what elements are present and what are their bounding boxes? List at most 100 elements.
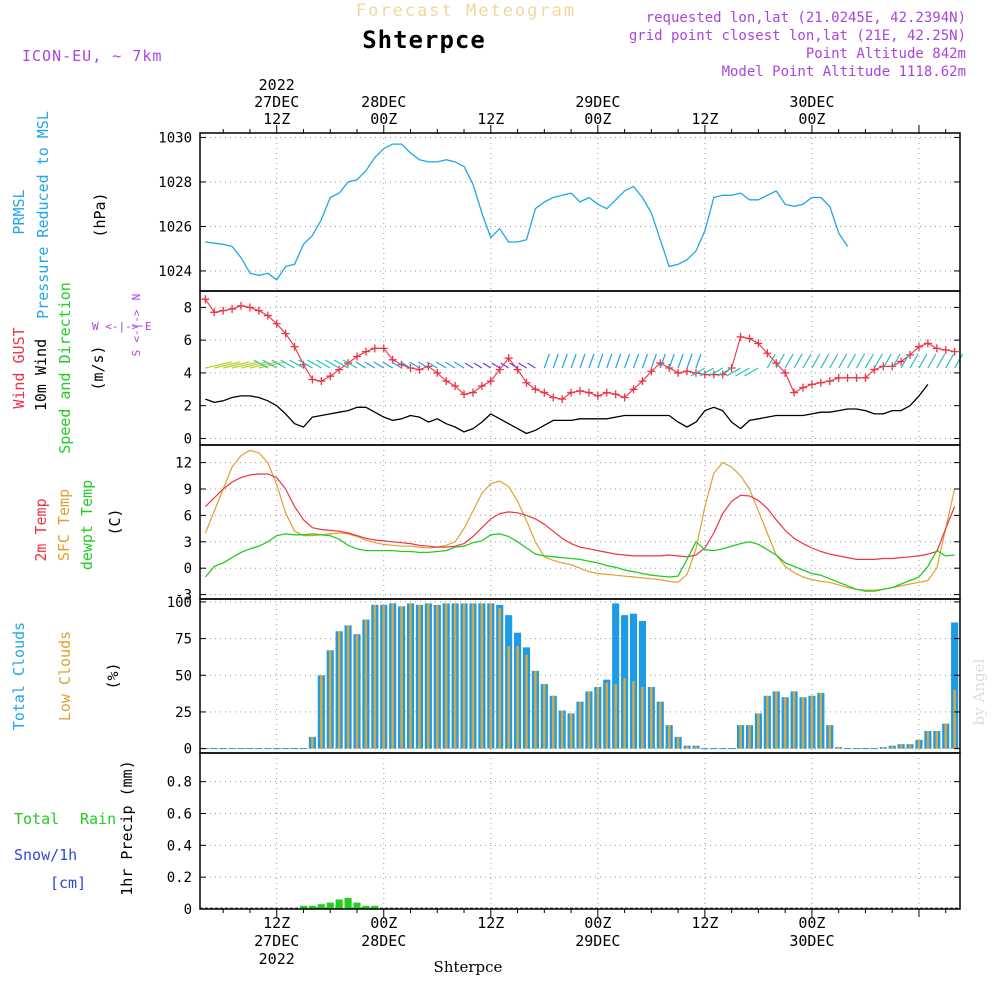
wind-direction-arrow: [473, 362, 483, 369]
gust-point: [219, 306, 228, 315]
low-cloud-bar: [543, 684, 546, 749]
y-tick-label: 4: [184, 366, 192, 382]
gust-point: [308, 375, 317, 384]
low-cloud-bar: [926, 731, 930, 749]
low-cloud-bar: [311, 736, 314, 749]
wind-direction-arrow: [927, 353, 937, 369]
wind-direction-arrow: [597, 353, 604, 369]
gust-line: [204, 298, 955, 400]
wind-direction-arrow: [373, 361, 385, 369]
wind-direction-arrow: [444, 361, 456, 369]
low-cloud-bar: [837, 747, 840, 749]
y-tick-label: 6: [184, 333, 192, 349]
low-cloud-bar: [373, 604, 377, 749]
gust-point: [906, 350, 915, 359]
low-cloud-bar: [435, 604, 439, 749]
gust-point: [861, 373, 870, 382]
precip-label-rain: Rain: [80, 810, 116, 828]
gust-point: [504, 354, 513, 363]
precip-unit: 1hr Precip (mm): [118, 760, 136, 895]
pressure-label-prmsl: PRMSL: [10, 189, 28, 234]
x-tick-label-top: 30DEC: [789, 93, 834, 111]
panel-frames: [199, 132, 961, 910]
wind-direction-arrow: [355, 361, 367, 369]
wind-direction-arrow: [847, 353, 857, 369]
wind-direction-arrow: [253, 359, 269, 369]
y-tick-label: 8: [184, 300, 192, 316]
pressure-line: [205, 143, 849, 281]
low-cloud-bar: [498, 607, 502, 749]
low-cloud-bar: [650, 687, 653, 749]
total-cloud-bar: [638, 621, 647, 749]
gust-point: [433, 368, 442, 377]
low-cloud-bar: [685, 745, 689, 749]
wind-label-10m: 10m Wind: [32, 339, 50, 411]
gust-point: [674, 368, 683, 377]
grid-layer: [200, 133, 960, 910]
rain-bar: [317, 904, 325, 909]
wind-direction-arrow: [864, 353, 874, 369]
wind-direction-arrow: [342, 359, 358, 369]
gust-point: [816, 378, 825, 387]
low-cloud-bar: [471, 603, 475, 749]
gust-point: [593, 391, 602, 400]
wind-direction-arrow: [391, 361, 402, 369]
temp-panel-labels: 2m Temp SFC Temp dewpt Temp (C): [32, 480, 124, 570]
gust-point: [451, 382, 460, 391]
y-tick-label: 0: [184, 902, 192, 918]
wind-direction-arrow: [298, 359, 313, 369]
wind-direction-arrow: [650, 353, 657, 369]
total-cloud-bar: [612, 603, 620, 749]
wind-direction-arrow: [784, 353, 794, 369]
y-tick-label: 0: [184, 561, 192, 577]
wind-direction-arrow: [579, 353, 586, 369]
gust-point: [522, 378, 531, 387]
wind-direction-arrow: [280, 359, 295, 369]
low-cloud-bar: [418, 604, 421, 749]
gust-point: [567, 388, 576, 397]
gust-point: [602, 388, 611, 397]
low-cloud-bar: [819, 692, 823, 749]
gust-point: [370, 344, 379, 353]
wind-direction-arrow: [453, 361, 465, 369]
wind-direction-arrow: [333, 359, 349, 369]
low-cloud-bar: [676, 736, 680, 749]
bottom-title: Shterpce: [434, 958, 503, 976]
wind-direction-arrow: [382, 361, 393, 369]
wind-direction-arrow: [231, 361, 259, 369]
x-tick-label-top: 12Z: [263, 110, 290, 128]
gust-point: [468, 388, 477, 397]
low-cloud-bar: [400, 606, 403, 749]
wind-direction-arrow: [695, 353, 702, 369]
wind-direction-arrow: [775, 353, 785, 369]
x-tick-label-top: 2022: [259, 76, 295, 94]
y-tick-label: 6: [184, 508, 192, 524]
low-cloud-bar: [391, 603, 394, 749]
x-tick-label-bottom: 00Z: [584, 914, 611, 932]
wind-direction-arrow: [735, 367, 750, 377]
wind-direction-arrow: [491, 362, 501, 369]
wind-direction-arrow: [271, 359, 286, 369]
gust-point: [281, 329, 290, 338]
gust-point: [415, 365, 424, 374]
wind-direction-arrow: [606, 353, 613, 369]
x-tick-label-bottom: 28DEC: [361, 932, 406, 950]
2m-temp-line: [204, 473, 956, 561]
y-tick-label: 2: [184, 399, 192, 415]
precip-label-total: Total: [14, 810, 59, 828]
x-tick-label-top: 00Z: [370, 110, 397, 128]
y-tick-label: 0: [184, 431, 192, 447]
low-cloud-bar: [908, 744, 912, 749]
rain-bar: [371, 905, 379, 909]
wind-direction-arrow: [829, 353, 839, 369]
wind-direction-arrow: [873, 353, 883, 369]
pressure-panel-labels: PRMSL Pressure Reduced to MSL (hPa): [10, 111, 109, 319]
wind-direction-arrow: [699, 367, 715, 377]
gust-point: [245, 303, 254, 312]
wind-direction-arrow: [214, 361, 241, 369]
gust-point: [317, 377, 326, 386]
x-tick-label-top: 12Z: [477, 110, 504, 128]
x-tick-label-bottom: 12Z: [691, 914, 718, 932]
cloud-unit: (%): [104, 662, 122, 689]
